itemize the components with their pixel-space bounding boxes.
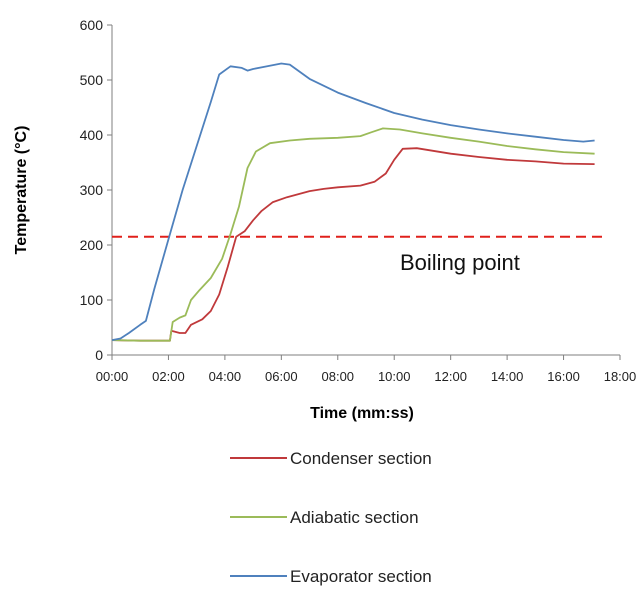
- x-tick-label: 08:00: [322, 369, 355, 384]
- x-tick-label: 04:00: [209, 369, 242, 384]
- y-tick-label: 600: [80, 17, 104, 33]
- y-tick-label: 400: [80, 127, 104, 143]
- x-axis-title: Time (mm:ss): [310, 405, 414, 422]
- x-tick-label: 06:00: [265, 369, 298, 384]
- x-tick-label: 00:00: [96, 369, 129, 384]
- y-tick-label: 100: [80, 292, 104, 308]
- x-tick-label: 10:00: [378, 369, 411, 384]
- x-tick-label: 02:00: [152, 369, 185, 384]
- x-tick-label: 12:00: [434, 369, 467, 384]
- x-tick-label: 18:00: [604, 369, 637, 384]
- legend-label-evaporator-section: Evaporator section: [290, 567, 432, 586]
- x-tick-label: 16:00: [547, 369, 580, 384]
- y-axis-title: Temperature (°C): [13, 126, 30, 255]
- y-tick-label: 0: [95, 347, 103, 363]
- x-tick-label: 14:00: [491, 369, 524, 384]
- y-tick-label: 300: [80, 182, 104, 198]
- legend-label-adiabatic-section: Adiabatic section: [290, 508, 419, 527]
- y-tick-label: 200: [80, 237, 104, 253]
- series-line-evaporator-section: [111, 62, 595, 341]
- series-line-condenser-section: [111, 147, 595, 342]
- boiling-point-label: Boiling point: [400, 250, 520, 275]
- y-tick-label: 500: [80, 72, 104, 88]
- legend-label-condenser-section: Condenser section: [290, 449, 432, 468]
- series-line-adiabatic-section: [111, 127, 595, 342]
